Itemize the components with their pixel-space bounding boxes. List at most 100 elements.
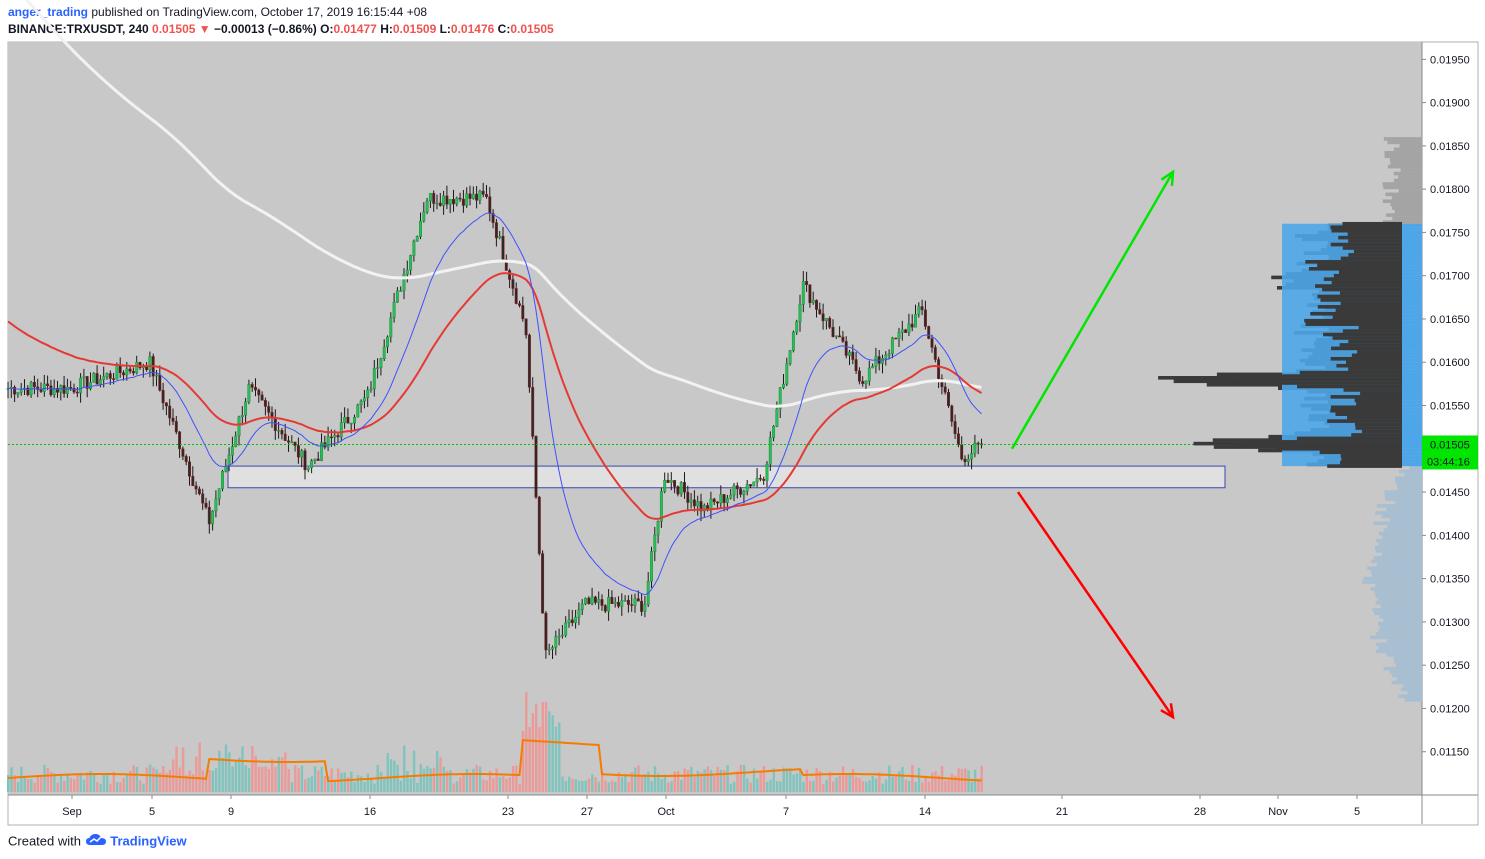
profile-va-bar — [1402, 324, 1422, 328]
volume-bar — [267, 768, 271, 792]
candle-body — [26, 387, 30, 396]
candle-body — [105, 373, 109, 377]
candle-body — [316, 458, 320, 461]
volume-bar — [162, 766, 165, 792]
volume-bar — [445, 770, 449, 792]
x-tick-label: 7 — [783, 806, 789, 818]
volume-bar — [46, 768, 49, 792]
profile-bar-dark — [1340, 453, 1402, 458]
volume-bar — [541, 702, 544, 792]
volume-bar — [858, 778, 861, 792]
volume-bar — [769, 779, 772, 792]
volume-bar — [782, 767, 785, 792]
candle-body — [617, 601, 620, 607]
candle-body — [699, 501, 703, 512]
candle-body — [346, 416, 350, 424]
volume-bar — [40, 777, 43, 792]
candle-body — [910, 323, 914, 328]
y-tick-label: 0.01850 — [1430, 141, 1470, 153]
down-arrow-icon: ▼ — [198, 22, 211, 36]
volume-bar — [181, 747, 185, 792]
candle-body — [666, 479, 670, 483]
profile-bar-dark — [1327, 419, 1402, 423]
volume-bar — [422, 768, 426, 792]
volume-bar — [535, 704, 538, 792]
volume-bar — [43, 764, 46, 792]
x-tick-label: 16 — [364, 806, 376, 818]
volume-bar — [752, 768, 756, 792]
volume-bar — [726, 764, 729, 792]
volume-bar — [700, 772, 703, 792]
profile-bar-faint — [1409, 466, 1422, 470]
candle-body — [834, 335, 838, 338]
candle-body — [798, 304, 802, 323]
candle-body — [214, 498, 218, 512]
profile-bar-dark — [1357, 350, 1402, 354]
volume-bar — [617, 772, 620, 792]
volume-bar — [455, 781, 459, 792]
candle-body — [244, 401, 248, 416]
profile-bar-dark — [1340, 301, 1402, 306]
profile-bar-faint — [1370, 587, 1422, 591]
candle-body — [267, 406, 271, 413]
candle-body — [947, 392, 950, 407]
profile-bar-faint — [1398, 175, 1422, 179]
candle-body — [683, 482, 686, 493]
volume-bar — [429, 768, 432, 792]
volume-bar — [389, 759, 393, 792]
candle-body — [250, 384, 254, 388]
profile-bar-faint — [1383, 137, 1422, 141]
profile-bar-dark — [1339, 291, 1402, 295]
y-tick-label: 0.01550 — [1430, 401, 1470, 413]
candle-body — [590, 596, 594, 605]
volume-bar — [749, 782, 752, 792]
volume-bar — [591, 774, 594, 792]
volume-bar — [861, 781, 865, 792]
candle-body — [277, 430, 281, 432]
candle-body — [564, 622, 568, 636]
candle-body — [95, 373, 99, 385]
candle-body — [920, 306, 924, 311]
candle-body — [653, 534, 657, 552]
profile-va-bar — [1402, 358, 1422, 363]
support-zone — [227, 465, 1226, 489]
profile-bar-faint — [1392, 216, 1422, 221]
volume-bar — [152, 767, 155, 792]
profile-bar-dark — [1336, 363, 1402, 368]
profile-bar-dark — [1330, 225, 1402, 230]
profile-bar-faint — [1363, 576, 1422, 581]
candle-body — [287, 440, 290, 443]
volume-bar — [548, 711, 551, 792]
profile-bar-dark — [1332, 315, 1402, 320]
volume-bar — [802, 781, 805, 792]
tradingview-brand[interactable]: TradingView — [110, 833, 187, 849]
profile-bar-dark — [1360, 391, 1402, 396]
candle-body — [917, 306, 921, 315]
volume-bar — [693, 776, 696, 792]
volume-bar — [544, 701, 548, 792]
volume-bar — [891, 776, 894, 792]
profile-bar-faint — [1367, 566, 1422, 571]
candle-body — [950, 405, 954, 422]
volume-bar — [406, 770, 409, 792]
volume-bar — [663, 774, 667, 792]
candle-body — [442, 195, 446, 206]
candle-body — [85, 376, 89, 389]
volume-bar — [785, 768, 789, 792]
volume-bar — [498, 777, 502, 792]
volume-bar — [558, 722, 561, 792]
candle-body — [587, 597, 591, 605]
volume-bar — [683, 768, 686, 792]
author-name[interactable]: anger_trading — [8, 5, 89, 19]
volume-bar — [818, 770, 822, 792]
candle-body — [465, 193, 469, 206]
candle-body — [722, 494, 726, 503]
volume-bar — [634, 767, 637, 792]
profile-va-bar — [1402, 379, 1422, 384]
candle-body — [310, 460, 314, 469]
volume-bar — [601, 770, 604, 792]
profile-bar-dark — [1305, 322, 1402, 326]
volume-bar — [950, 773, 954, 792]
volume-bar — [696, 771, 700, 792]
